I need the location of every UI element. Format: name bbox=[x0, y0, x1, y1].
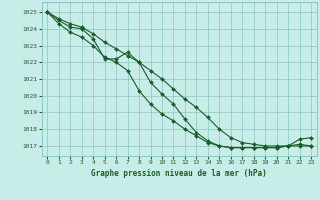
X-axis label: Graphe pression niveau de la mer (hPa): Graphe pression niveau de la mer (hPa) bbox=[91, 169, 267, 178]
